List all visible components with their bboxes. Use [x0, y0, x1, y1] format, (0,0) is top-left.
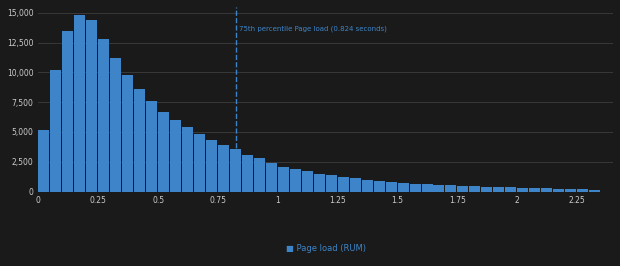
- Bar: [422, 184, 433, 192]
- Bar: [541, 188, 552, 192]
- Bar: [99, 39, 109, 192]
- Bar: [458, 186, 469, 192]
- Bar: [469, 186, 481, 192]
- Bar: [86, 20, 97, 192]
- Bar: [182, 127, 193, 192]
- Bar: [122, 75, 133, 192]
- Bar: [158, 112, 169, 192]
- Bar: [505, 188, 516, 192]
- Bar: [110, 58, 122, 192]
- Bar: [74, 15, 86, 192]
- Bar: [194, 134, 205, 192]
- Bar: [410, 184, 420, 192]
- Bar: [266, 163, 277, 192]
- Bar: [230, 149, 241, 192]
- Bar: [361, 180, 373, 192]
- Bar: [38, 130, 50, 192]
- Bar: [326, 176, 337, 192]
- Bar: [445, 185, 456, 192]
- Bar: [350, 178, 361, 192]
- Bar: [338, 177, 348, 192]
- Bar: [433, 185, 445, 192]
- Bar: [218, 145, 229, 192]
- Bar: [494, 187, 504, 192]
- Bar: [481, 187, 492, 192]
- Bar: [206, 140, 217, 192]
- Bar: [517, 188, 528, 192]
- Bar: [374, 181, 384, 192]
- Bar: [63, 31, 73, 192]
- Bar: [254, 158, 265, 192]
- Bar: [134, 89, 145, 192]
- Bar: [553, 189, 564, 192]
- Bar: [386, 182, 397, 192]
- Bar: [589, 190, 600, 192]
- Bar: [577, 189, 588, 192]
- Bar: [242, 155, 253, 192]
- Bar: [146, 101, 157, 192]
- Bar: [314, 174, 325, 192]
- Bar: [302, 171, 313, 192]
- Bar: [565, 189, 576, 192]
- Bar: [50, 70, 61, 192]
- Bar: [290, 169, 301, 192]
- Bar: [529, 188, 540, 192]
- Bar: [170, 120, 181, 192]
- Text: ■ Page load (RUM): ■ Page load (RUM): [286, 244, 366, 253]
- Bar: [278, 167, 289, 192]
- Bar: [397, 183, 409, 192]
- Text: 75th percentile Page load (0.824 seconds): 75th percentile Page load (0.824 seconds…: [239, 25, 387, 32]
